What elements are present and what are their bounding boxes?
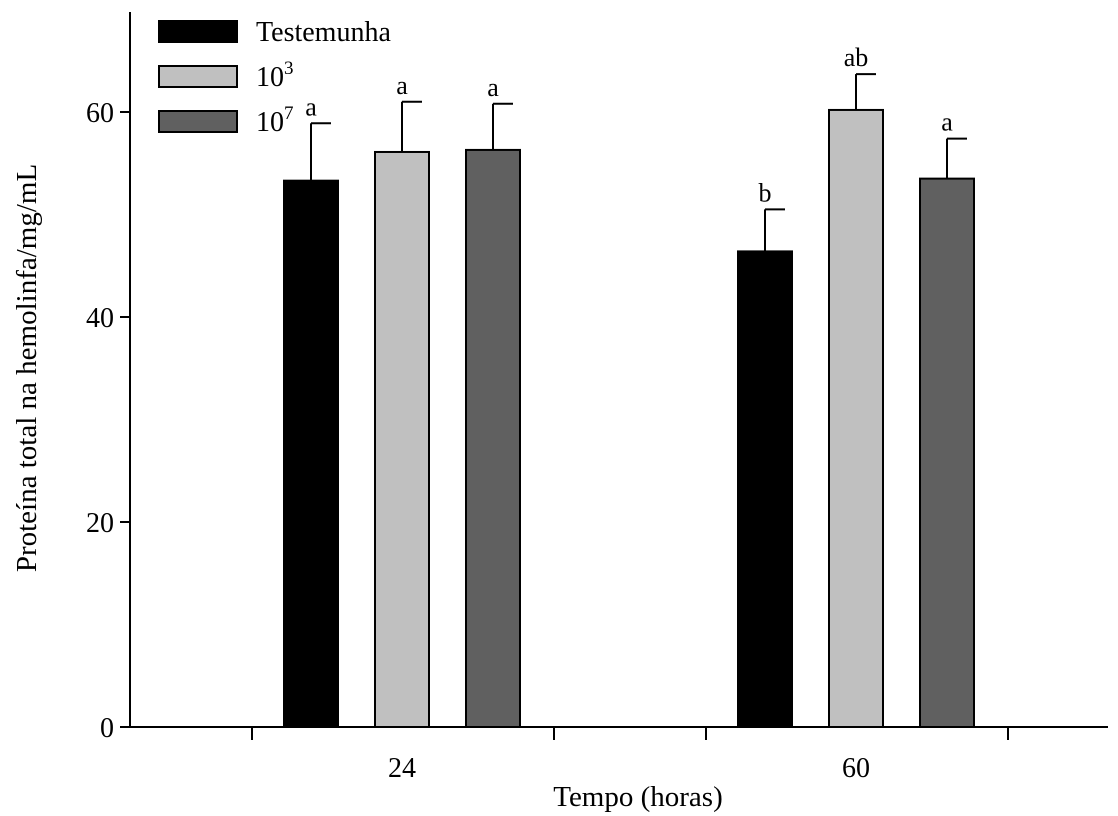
legend-label: 107	[256, 103, 294, 138]
x-tick-label: 60	[842, 753, 870, 784]
legend-swatch	[158, 110, 238, 133]
y-tick-label: 60	[86, 98, 114, 129]
significance-label: a	[941, 108, 953, 137]
bar	[919, 177, 975, 728]
bar	[374, 150, 430, 729]
axes-layer	[129, 12, 1108, 728]
y-axis-title: Proteína total na hemolinfa/mg/mL	[11, 164, 43, 572]
significance-label: a	[305, 92, 317, 121]
x-axis-title: Tempo (horas)	[553, 781, 723, 813]
legend-label-superscript: 3	[284, 58, 294, 79]
x-ticks: 24 60	[251, 727, 1009, 784]
legend-label-superscript: 7	[284, 103, 294, 124]
significance-label: ab	[844, 43, 869, 72]
y-tick-label: 20	[86, 508, 114, 539]
y-tick-label: 0	[100, 713, 114, 744]
legend-label: 103	[256, 58, 294, 93]
legend-swatch	[158, 65, 238, 88]
legend-label-text: 10	[256, 62, 284, 93]
bar	[465, 148, 521, 729]
bar	[737, 250, 793, 728]
y-ticks: 0 20 40 60	[86, 98, 130, 744]
legend-label: Testemunha	[256, 17, 391, 48]
legend-label-text: 10	[256, 107, 284, 138]
bar	[828, 108, 884, 728]
bar	[283, 179, 339, 729]
x-tick-label: 24	[388, 753, 416, 784]
significance-label: a	[396, 71, 408, 100]
significance-label: a	[487, 73, 499, 102]
significance-label: b	[759, 178, 772, 207]
y-tick-label: 40	[86, 303, 114, 334]
legend-label-text: Testemunha	[256, 17, 391, 48]
legend-swatch	[158, 20, 238, 43]
